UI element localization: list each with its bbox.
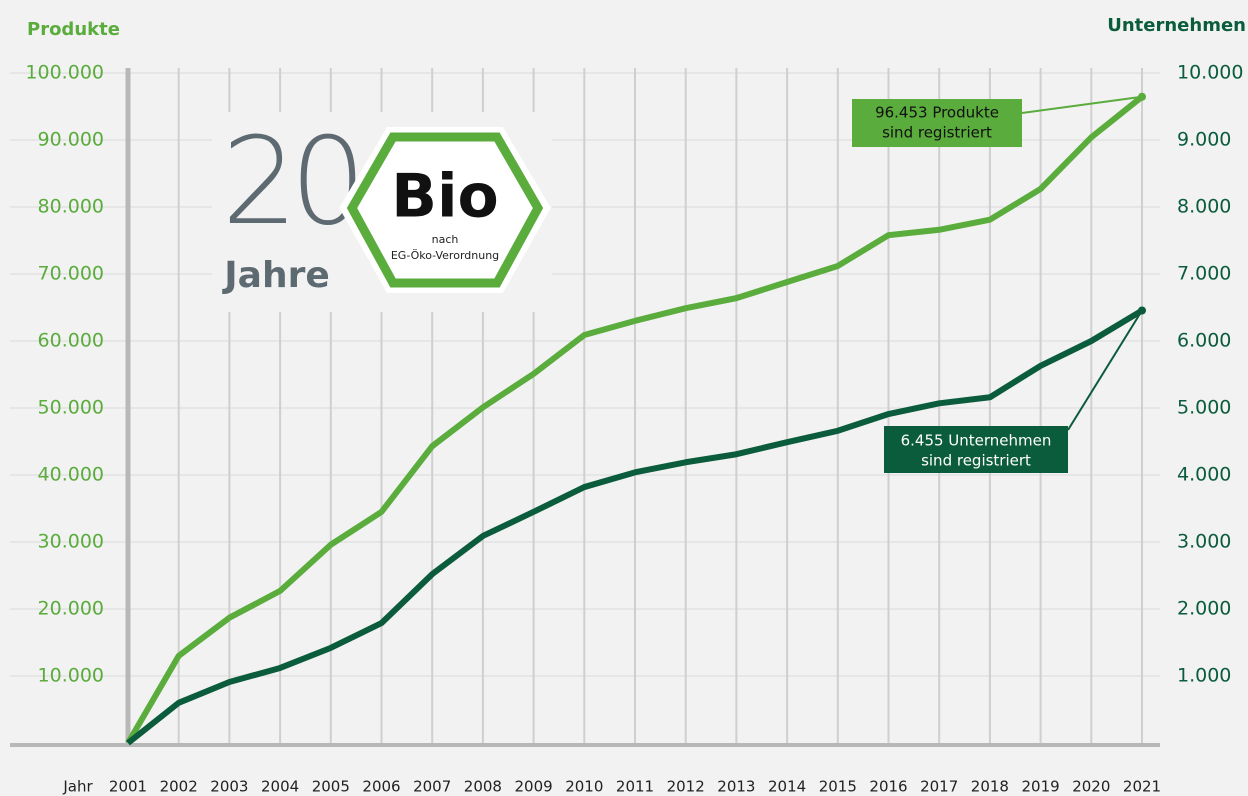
y2-tick-label: 7.000 [1177, 263, 1231, 285]
y2-tick-label: 8.000 [1177, 196, 1231, 218]
annotation-text: sind registriert [882, 124, 992, 142]
y-tick-label: 70.000 [38, 263, 104, 285]
x-tick-label: 2017 [920, 778, 958, 796]
logo-text: EG-Öko-Verordnung [391, 249, 499, 262]
y-tick-label: 50.000 [38, 397, 104, 419]
x-tick-label: 2006 [362, 778, 400, 796]
x-tick-label: 2014 [768, 778, 806, 796]
x-tick-label: 2003 [210, 778, 248, 796]
annotation-leader [1067, 309, 1143, 431]
y2-axis-title: Unternehmen [1107, 15, 1246, 36]
y-tick-label: 100.000 [25, 62, 104, 84]
x-tick-label: 2001 [109, 778, 147, 796]
annotation-text: sind registriert [921, 452, 1031, 470]
annotation-box [884, 426, 1068, 473]
end-point [1138, 306, 1146, 315]
x-tick-label: 2019 [1022, 778, 1060, 796]
y2-tick-label: 2.000 [1177, 598, 1231, 620]
logo: 20 Jahre Bio nach EG-Öko-Verordnung [212, 112, 552, 312]
y-tick-label: 90.000 [38, 129, 104, 151]
line-series [126, 307, 1144, 746]
y2-tick-label: 1.000 [1177, 665, 1231, 687]
end-point [1138, 92, 1146, 101]
x-tick-label: 2009 [515, 778, 553, 796]
x-tick-label: 2002 [160, 778, 198, 796]
y-tick-label: 80.000 [38, 196, 104, 218]
y2-tick-label: 10.000 [1177, 62, 1243, 84]
y-tick-label: 30.000 [38, 531, 104, 553]
x-tick-label: 2020 [1072, 778, 1110, 796]
y2-tick-label: 3.000 [1177, 531, 1231, 553]
annotation-text: 6.455 Unternehmen [901, 432, 1052, 450]
logo-years: Jahre [221, 255, 330, 296]
x-tick-label: 2021 [1123, 778, 1161, 796]
logo-bio: Bio [391, 162, 499, 232]
line-series [125, 94, 1144, 745]
x-tick-label: 2011 [616, 778, 654, 796]
y-tick-label: 10.000 [38, 665, 104, 687]
x-tick-label: 2015 [819, 778, 857, 796]
plot: 96.453 Produkte sind registriert 6.455 Unt… [125, 92, 1146, 746]
x-tick-label: 2007 [413, 778, 451, 796]
y-axis-title: Produkte [27, 19, 120, 40]
annotation-text: 96.453 Produkte [875, 104, 999, 122]
y2-tick-label: 6.000 [1177, 330, 1231, 352]
y-tick-label: 20.000 [38, 598, 104, 620]
x-tick-label: 2004 [261, 778, 299, 796]
x-tick-label: 2012 [667, 778, 705, 796]
y2-tick-label: 4.000 [1177, 464, 1231, 486]
logo-number: 20 [222, 113, 359, 252]
x-axis-title: Jahr [62, 778, 93, 796]
y-tick-label: 40.000 [38, 464, 104, 486]
y-tick-label: 60.000 [38, 330, 104, 352]
annotation-box [852, 99, 1022, 147]
y2-tick-label: 9.000 [1177, 129, 1231, 151]
x-tick-label: 2008 [464, 778, 502, 796]
x-tick-label: 2013 [717, 778, 755, 796]
x-tick-label: 2010 [565, 778, 603, 796]
annotation-leader [1021, 95, 1143, 114]
y2-tick-label: 5.000 [1177, 397, 1231, 419]
logo-text: nach [432, 233, 459, 246]
logo-hex [346, 132, 544, 288]
x-tick-label: 2016 [869, 778, 907, 796]
x-tick-label: 2018 [971, 778, 1009, 796]
x-tick-label: 2005 [312, 778, 350, 796]
